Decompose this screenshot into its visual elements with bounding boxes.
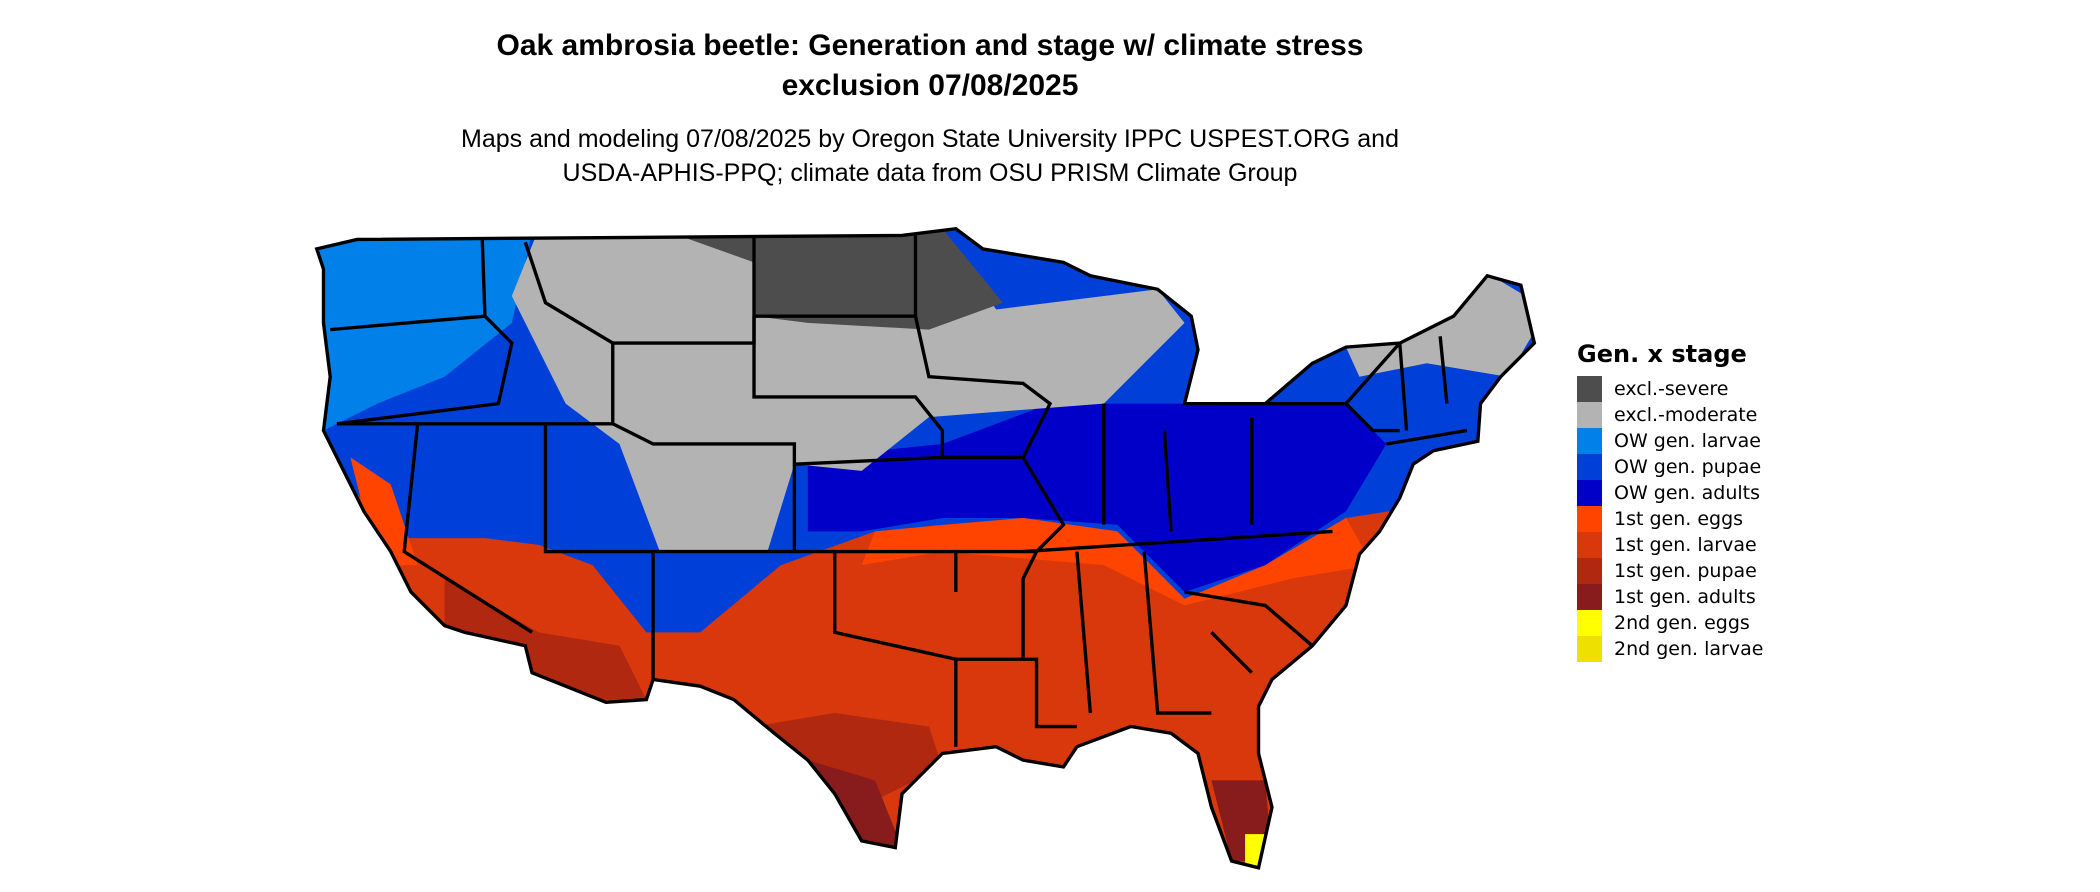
legend-item: OW gen. adults bbox=[1577, 480, 1763, 506]
legend-item: excl.-moderate bbox=[1577, 402, 1763, 428]
legend-swatch bbox=[1577, 558, 1602, 584]
subtitle-line-1: Maps and modeling 07/08/2025 by Oregon S… bbox=[461, 125, 1399, 153]
legend-item: OW gen. larvae bbox=[1577, 428, 1763, 454]
legend-title: Gen. x stage bbox=[1577, 340, 1747, 368]
legend-item: 1st gen. eggs bbox=[1577, 506, 1763, 532]
legend-item: 1st gen. larvae bbox=[1577, 532, 1763, 558]
legend-swatch bbox=[1577, 584, 1602, 610]
legend-label: 2nd gen. larvae bbox=[1614, 638, 1764, 660]
title-line-1: Oak ambrosia beetle: Generation and stag… bbox=[496, 29, 1364, 62]
region-1st-gen-eggs bbox=[861, 517, 1373, 606]
legend-label: 1st gen. larvae bbox=[1614, 534, 1757, 556]
subtitle-line-2: USDA-APHIS-PPQ; climate data from OSU PR… bbox=[562, 159, 1298, 187]
map-subtitle: Maps and modeling 07/08/2025 by Oregon S… bbox=[380, 122, 1480, 190]
region-excl-moderate bbox=[511, 228, 1185, 552]
region-ow-larvae bbox=[316, 228, 539, 431]
legend-label: 1st gen. adults bbox=[1614, 586, 1756, 608]
legend-swatch bbox=[1577, 480, 1602, 506]
region-excl-moderate-ne bbox=[1345, 269, 1535, 377]
title-line-2: exclusion 07/08/2025 bbox=[781, 69, 1079, 102]
region-1st-gen-pupae-tx bbox=[754, 713, 943, 808]
state-boundaries bbox=[314, 226, 1537, 870]
legend: Gen. x stage excl.-severe excl.-moderate O… bbox=[1577, 340, 1763, 662]
legend-item: 2nd gen. eggs bbox=[1577, 610, 1763, 636]
legend-item: excl.-severe bbox=[1577, 376, 1763, 402]
legend-item: 2nd gen. larvae bbox=[1577, 636, 1763, 662]
legend-label: 1st gen. eggs bbox=[1614, 508, 1744, 530]
map-title: Oak ambrosia beetle: Generation and stag… bbox=[430, 26, 1430, 106]
stage-regions bbox=[316, 228, 1535, 868]
region-1st-gen-adults-tx bbox=[807, 760, 903, 848]
legend-label: OW gen. adults bbox=[1614, 482, 1761, 504]
legend-swatch bbox=[1577, 402, 1602, 428]
legend-label: 1st gen. pupae bbox=[1614, 560, 1757, 582]
region-1st-gen-eggs-ca bbox=[350, 457, 418, 566]
legend-swatch bbox=[1577, 376, 1602, 402]
legend-label: excl.-moderate bbox=[1614, 404, 1758, 426]
legend-label: OW gen. pupae bbox=[1614, 456, 1762, 478]
legend-label: 2nd gen. eggs bbox=[1614, 612, 1750, 634]
legend-item: OW gen. pupae bbox=[1577, 454, 1763, 480]
legend-swatch bbox=[1577, 532, 1602, 558]
legend-item: 1st gen. pupae bbox=[1577, 558, 1763, 584]
legend-item: 1st gen. adults bbox=[1577, 584, 1763, 610]
legend-swatch bbox=[1577, 428, 1602, 454]
legend-label: OW gen. larvae bbox=[1614, 430, 1761, 452]
legend-swatch bbox=[1577, 506, 1602, 532]
legend-label: excl.-severe bbox=[1614, 378, 1729, 400]
legend-swatch bbox=[1577, 636, 1602, 662]
region-ow-adults bbox=[807, 403, 1387, 592]
legend-swatch bbox=[1577, 610, 1602, 636]
legend-swatch bbox=[1577, 454, 1602, 480]
